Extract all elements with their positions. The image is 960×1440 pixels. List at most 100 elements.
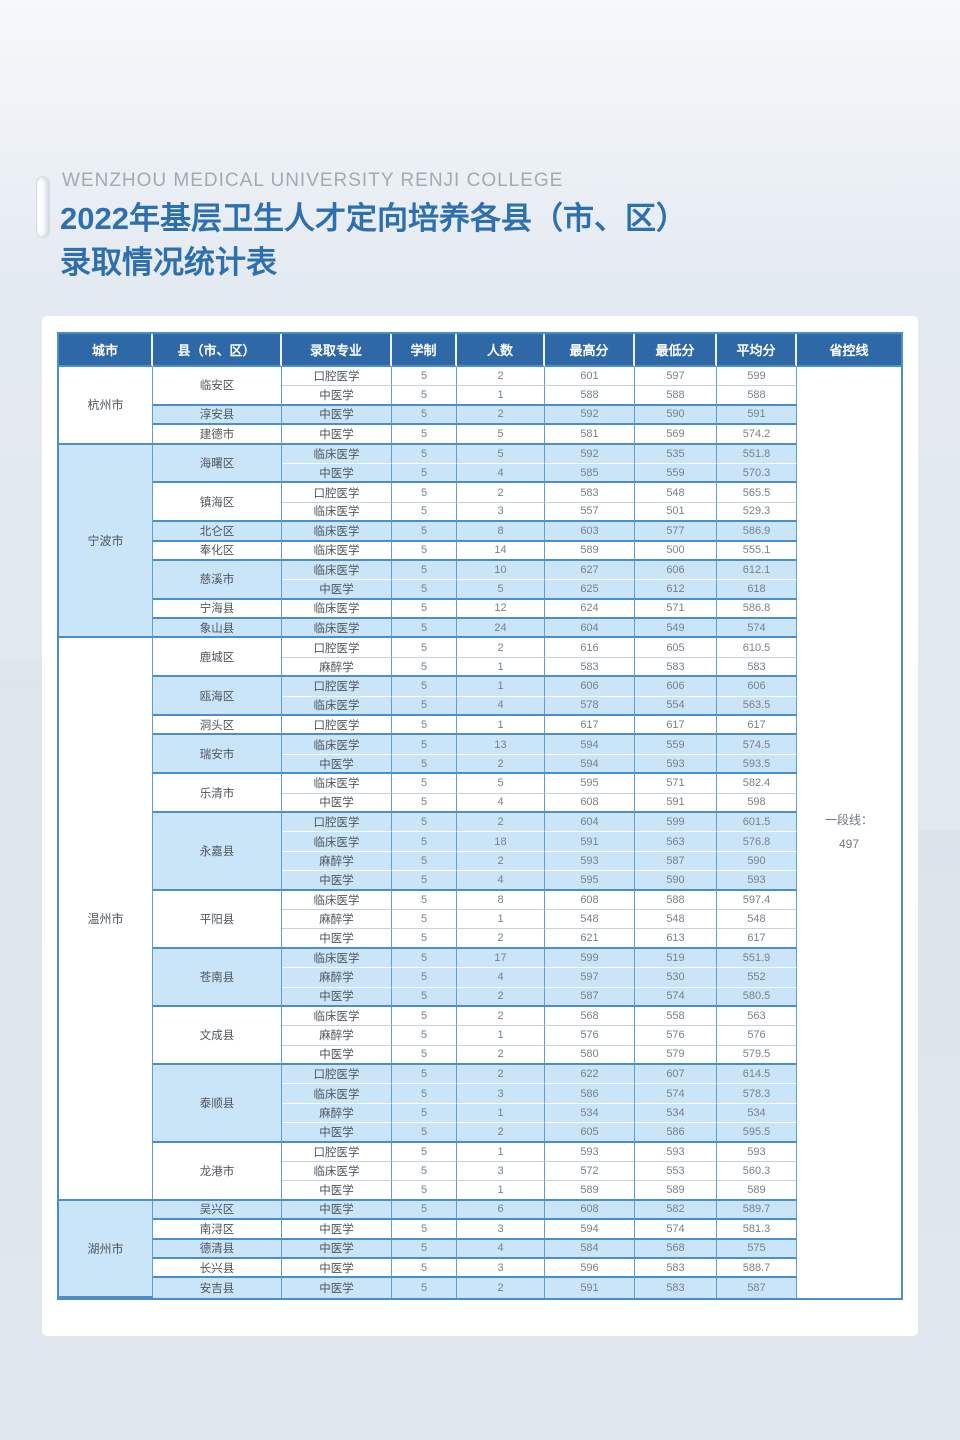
major-cell: 中医学: [282, 1220, 392, 1240]
years-cell: 5: [392, 386, 457, 406]
count-cell: 5: [457, 774, 545, 794]
city-cell: 温州市: [59, 638, 153, 1201]
statistics-table: 城市 县（市、区） 录取专业 学制 人数 最高分 最低分 平均分 省控线 杭州市 临安区 口腔医学 5…: [59, 334, 901, 1298]
avg-score-cell: 560.3: [717, 1162, 797, 1182]
major-cell: 临床医学: [282, 832, 392, 852]
column-header: 录取专业: [282, 334, 392, 367]
table-row: 瓯海区 口腔医学 5 1 606 606 606: [59, 677, 901, 717]
max-score-cell: 597: [545, 968, 635, 988]
table-row: 南浔区 中医学 5 3 594 574 581.3: [59, 1220, 901, 1240]
major-cell: 临床医学: [282, 599, 392, 620]
major-cell: 临床医学: [282, 1006, 392, 1027]
county-cell: 南浔区: [153, 1220, 282, 1240]
table-row: 宁波市 海曙区 临床医学 5 5 592 535 551.8: [59, 444, 901, 639]
title-accent-bar: [36, 176, 50, 238]
min-score-cell: 558: [635, 1006, 717, 1027]
major-cell: 临床医学: [282, 696, 392, 717]
county-cell: 象山县: [153, 619, 282, 639]
avg-score-cell: 574: [717, 619, 797, 639]
max-score-cell: 581: [545, 425, 635, 445]
avg-score-cell: 574.5: [717, 735, 797, 755]
table-row: 文成县 临床医学 5 2 568 558 563: [59, 1006, 901, 1066]
years-cell: 5: [392, 444, 457, 464]
years-cell: 5: [392, 1181, 457, 1201]
county-cell: 临安区: [153, 367, 282, 406]
count-cell: 1: [457, 1103, 545, 1124]
years-cell: 5: [392, 657, 457, 678]
avg-score-cell: 582.4: [717, 774, 797, 794]
years-cell: 5: [392, 793, 457, 813]
min-score-cell: 548: [635, 909, 717, 930]
min-score-cell: 605: [635, 638, 717, 658]
table-row: 平阳县 临床医学 5 8 608 588 597.4: [59, 890, 901, 949]
major-cell: 口腔医学: [282, 1065, 392, 1085]
years-cell: 5: [392, 541, 457, 561]
county-cell: 乐清市: [153, 774, 282, 813]
avg-score-cell: 610.5: [717, 638, 797, 658]
min-score-cell: 500: [635, 541, 717, 561]
county-cell: 北仑区: [153, 522, 282, 542]
avg-score-cell: 580.5: [717, 987, 797, 1007]
min-score-cell: 579: [635, 1045, 717, 1066]
table-row: 慈溪市 临床医学 5 10 627 606 612.1: [59, 560, 901, 600]
avg-score-cell: 588: [717, 386, 797, 406]
max-score-cell: 576: [545, 1026, 635, 1046]
avg-score-cell: 593.5: [717, 754, 797, 775]
county-cell: 慈溪市: [153, 560, 282, 600]
min-score-cell: 534: [635, 1103, 717, 1124]
table-body: 杭州市 临安区 口腔医学 5 2 601 597 599 一段线： 497 中医学 5 1 588 588 5…: [59, 367, 901, 1298]
years-cell: 5: [392, 560, 457, 581]
table-row: 中医学 5 1 588 588 588: [59, 386, 901, 406]
max-score-cell: 591: [545, 1278, 635, 1298]
years-cell: 5: [392, 909, 457, 930]
major-cell: 中医学: [282, 1181, 392, 1201]
avg-score-cell: 588.7: [717, 1258, 797, 1279]
major-cell: 中医学: [282, 1045, 392, 1066]
count-cell: 3: [457, 1258, 545, 1279]
avg-score-cell: 574.2: [717, 425, 797, 445]
max-score-cell: 572: [545, 1162, 635, 1182]
table-row: 象山县 临床医学 5 24 604 549 574: [59, 619, 901, 639]
years-cell: 5: [392, 522, 457, 542]
min-score-cell: 576: [635, 1026, 717, 1046]
min-score-cell: 606: [635, 560, 717, 581]
avg-score-cell: 570.3: [717, 463, 797, 484]
min-score-cell: 583: [635, 1278, 717, 1298]
max-score-cell: 588: [545, 386, 635, 406]
table-row: 中医学 5 2 587 574 580.5: [59, 987, 901, 1007]
count-cell: 2: [457, 405, 545, 426]
count-cell: 2: [457, 638, 545, 658]
avg-score-cell: 589: [717, 1181, 797, 1201]
count-cell: 4: [457, 696, 545, 717]
years-cell: 5: [392, 851, 457, 872]
avg-score-cell: 617: [717, 929, 797, 949]
column-header: 最高分: [545, 334, 635, 367]
count-cell: 8: [457, 890, 545, 910]
min-score-cell: 571: [635, 774, 717, 794]
max-score-cell: 587: [545, 987, 635, 1007]
max-score-cell: 595: [545, 871, 635, 891]
avg-score-cell: 606: [717, 677, 797, 697]
table-row: 宁海县 临床医学 5 12 624 571 586.8: [59, 599, 901, 620]
max-score-cell: 593: [545, 851, 635, 872]
count-cell: 4: [457, 463, 545, 484]
max-score-cell: 592: [545, 405, 635, 426]
province-control-line-cell: 一段线： 497: [797, 367, 901, 1298]
years-cell: 5: [392, 1162, 457, 1182]
min-score-cell: 612: [635, 580, 717, 600]
years-cell: 5: [392, 580, 457, 600]
min-score-cell: 519: [635, 948, 717, 969]
table-row: 中医学 5 5 625 612 618: [59, 580, 901, 600]
min-score-cell: 549: [635, 619, 717, 639]
major-cell: 中医学: [282, 386, 392, 406]
min-score-cell: 590: [635, 871, 717, 891]
count-cell: 2: [457, 987, 545, 1007]
years-cell: 5: [392, 1006, 457, 1027]
county-cell: 文成县: [153, 1006, 282, 1066]
max-score-cell: 625: [545, 580, 635, 600]
max-score-cell: 583: [545, 483, 635, 503]
avg-score-cell: 551.9: [717, 948, 797, 969]
max-score-cell: 608: [545, 793, 635, 813]
major-cell: 中医学: [282, 871, 392, 891]
table-row: 中医学 5 1 589 589 589: [59, 1181, 901, 1201]
